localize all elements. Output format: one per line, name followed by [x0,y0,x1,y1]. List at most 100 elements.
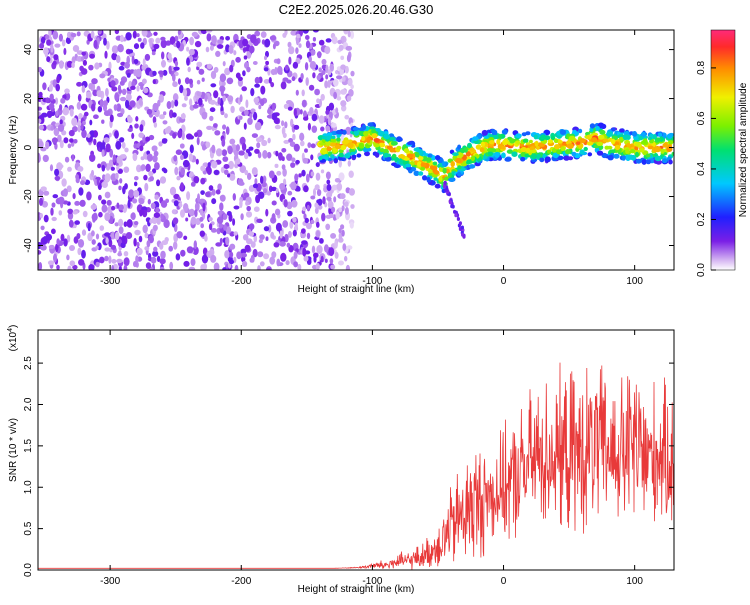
spectrogram-cell [46,110,53,119]
spectrogram-cell [288,46,295,55]
spectrogram-cell [201,111,208,120]
spectrogram-cell [260,85,266,95]
spectrogram-cell [221,81,226,86]
spectrogram-cell [58,60,64,69]
spectrogram-cell [528,139,533,144]
spectrogram-cell [247,117,253,125]
spectrogram-cell [331,206,336,213]
spectrogram-cell [114,231,120,241]
spectrogram-cell [152,70,157,76]
spectrogram-cell [590,137,598,143]
spectrogram-cell [228,160,235,170]
spectrogram-cell [52,60,57,66]
spectrogram-cell [59,119,63,125]
spectrogram-cell [188,98,193,106]
spectrogram-cell [269,256,276,265]
spectrogram-cell [288,56,292,65]
spectrogram-cell [285,260,290,266]
spectrogram-cell [263,226,270,232]
spectrogram-cell [466,159,471,165]
spectrogram-cell [176,175,181,181]
spectrogram-cell [329,63,335,72]
spectrogram-cell [511,151,518,157]
spectrogram-cell [74,220,80,225]
spectrogram-cell [163,219,170,229]
spectrogram-cell [247,172,252,180]
spectrogram-cell [193,240,197,250]
spectrogram-cell [258,238,263,244]
spectrogram-cell [141,78,147,85]
spectrogram-cell [631,131,638,137]
spectrogram-cell [210,83,217,88]
spectrogram-cell [328,213,334,219]
spectrogram-cell [63,47,67,56]
spectrogram-cell [313,255,317,263]
spectrogram-cell [256,218,263,223]
spectrogram-cell [90,169,95,177]
spectrogram-cell [344,114,350,120]
spectrogram-cell [90,30,95,39]
spectrogram-cell [117,44,124,53]
spectrogram-cell [393,164,401,169]
spectrogram-cell [144,182,149,192]
spectrogram-cell [248,45,255,54]
spectrogram-cell [342,243,347,251]
spectrogram-cell [460,148,466,154]
spectrogram-cell [560,146,566,152]
spectrogram-cell [160,250,166,259]
spectrogram-cell [210,70,217,80]
spectrogram-cell [146,108,153,115]
spectrogram-cell [316,245,323,254]
spectrogram-cell [208,185,214,191]
spectrogram-cell [282,168,287,177]
spectrogram-cell [282,132,287,139]
spectrogram-cell [314,207,319,215]
spectrogram-cell [123,264,128,270]
spectrogram-cell [161,51,165,60]
spectrogram-cells [38,30,674,270]
spectrogram-cell [179,143,185,149]
spectrogram-cell [347,30,351,38]
spectrogram-cell [338,172,345,181]
spectrogram-cell [151,51,156,56]
spectrogram-cell [183,235,188,240]
spectrogram-cell [315,172,321,181]
spectrogram-cell [334,240,338,249]
spectrogram-cell [45,34,50,40]
spectrogram-cell [81,129,87,139]
spectrogram-cell [153,43,160,50]
spectrogram-cell [238,150,245,156]
spectrogram-cell [153,122,158,128]
spectrogram-cell [73,139,78,144]
spectrogram-cell [155,37,161,44]
spectrogram-cell [188,48,195,56]
spectrogram-cell [229,243,236,250]
spectrogram-cell [533,134,538,140]
spectrogram-cell [662,143,668,148]
spectrogram-cell [409,161,415,166]
spectrogram-cell [86,191,92,201]
spectrogram-cell [89,119,93,126]
spectrogram-cell [186,57,190,66]
spectrogram-cell [501,129,508,135]
spectrogram-cell [138,132,144,138]
spectrogram-cell [635,142,640,147]
spectrogram-cell [413,170,420,176]
spectrogram-cell [96,90,103,98]
spectrogram-cell [310,195,316,200]
spectrogram-cell [447,172,452,178]
spectrogram-cell [587,152,593,157]
spectrogram-cell [286,79,292,84]
spectrogram-cell [144,246,150,251]
spectrogram-cell [290,162,296,168]
spectrogram-cell [347,79,353,86]
spectrogram-cell [270,186,277,192]
spectrogram-cell [325,109,330,115]
spectrogram-cell [535,145,540,150]
spectrogram-cell [217,44,224,49]
spectrogram-cell [614,144,621,151]
spectrogram-cell [110,244,117,250]
spectrogram-cell [324,244,329,253]
spectrogram-cell [117,252,123,257]
